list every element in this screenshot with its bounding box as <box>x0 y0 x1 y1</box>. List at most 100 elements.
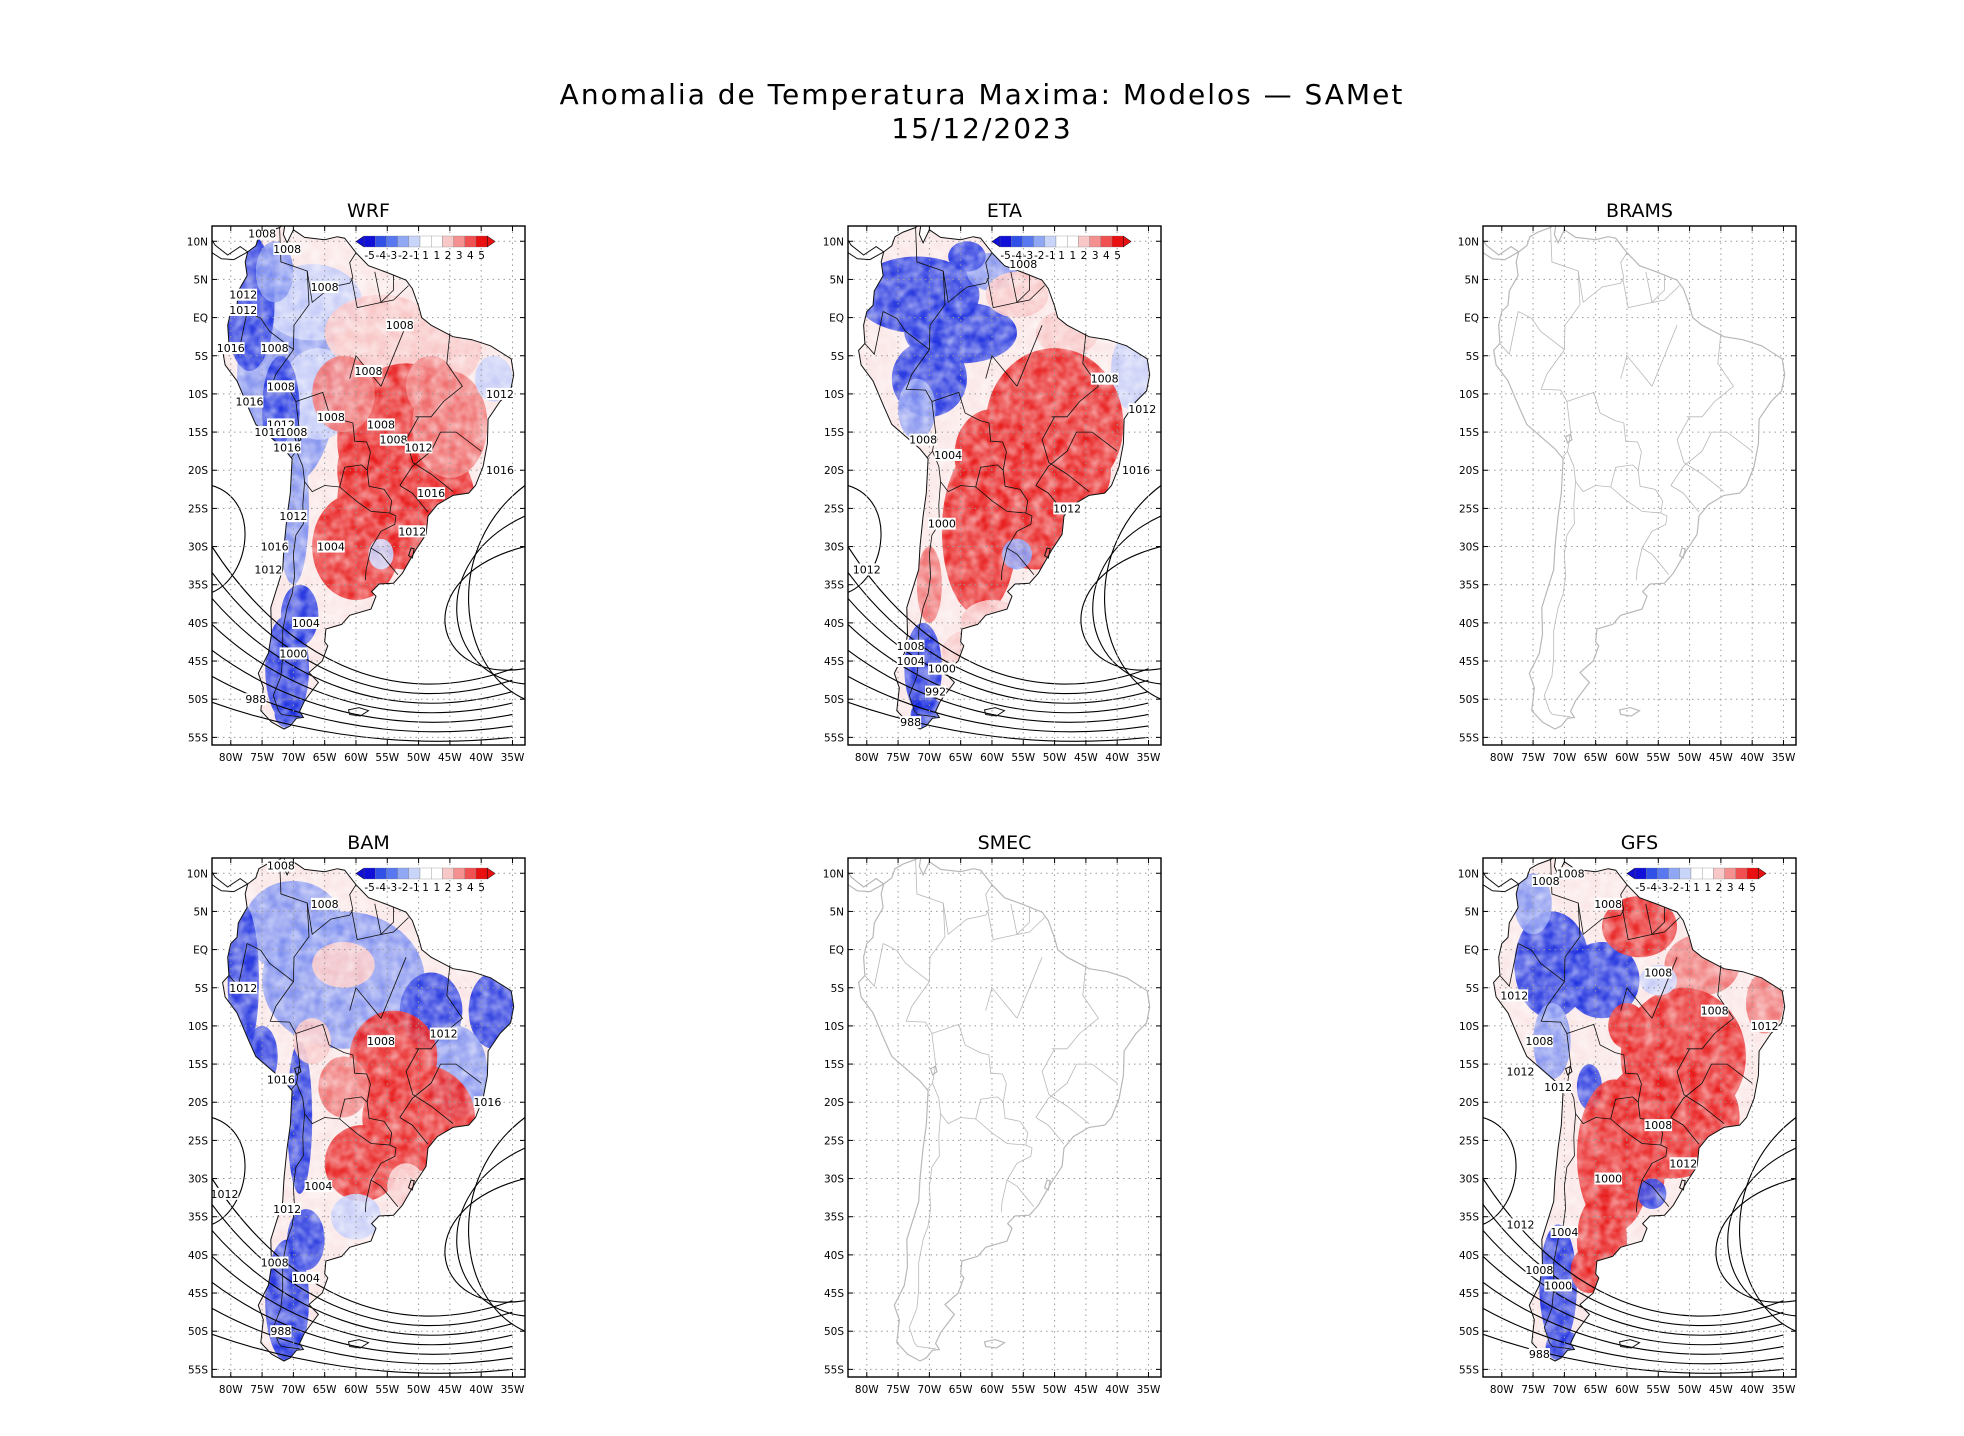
central-america-coast <box>1483 251 1519 261</box>
country-border <box>1622 909 1680 941</box>
colorbar-label: 4 <box>1103 250 1110 262</box>
isobar-label: 1008 <box>279 426 307 439</box>
country-border <box>1641 512 1670 576</box>
country-border <box>1051 964 1099 1050</box>
country-border <box>272 1113 305 1350</box>
falkland-islands <box>347 1339 370 1349</box>
colorbar-label: -5 <box>1635 882 1645 894</box>
country-border <box>1651 325 1678 387</box>
lon-tick-label: 80W <box>855 752 879 764</box>
continent-outline <box>222 226 515 730</box>
country-border <box>1610 470 1664 514</box>
isobar <box>212 1256 513 1346</box>
isobar-label: 1008 <box>317 411 345 424</box>
lon-tick-label: 35W <box>1137 1384 1161 1396</box>
lat-tick-label: 45S <box>188 1288 208 1300</box>
lon-tick-label: 70W <box>918 1384 942 1396</box>
isobar-label-bg <box>486 387 514 400</box>
isobar-label-bg <box>1556 867 1585 880</box>
lon-tick-label: 80W <box>219 1384 243 1396</box>
isobar <box>848 598 1149 704</box>
isobar-label: 1000 <box>1594 1173 1622 1186</box>
colorbar-label: -5 <box>364 882 374 894</box>
isobar-label: 1016 <box>254 426 282 439</box>
country-border <box>905 981 1007 1085</box>
colorbar-label: 4 <box>467 250 474 262</box>
isobar-label: 1008 <box>1644 1119 1672 1132</box>
lat-tick-label: 25S <box>824 503 844 515</box>
colorbar-label: 4 <box>1738 882 1745 894</box>
isobar-label: 1004 <box>1550 1226 1578 1239</box>
isobar <box>1483 1256 1784 1346</box>
lon-tick-label: 70W <box>1553 1384 1577 1396</box>
lat-tick-label: 10S <box>1459 1021 1479 1033</box>
country-border <box>1567 1083 1642 1125</box>
isobar-label: 1016 <box>267 1073 295 1086</box>
colorbar-label: -3 <box>387 882 397 894</box>
lake <box>408 547 415 559</box>
isobar-label: 1012 <box>398 525 426 538</box>
lat-tick-label: 40S <box>1459 1250 1479 1262</box>
figure-date: 15/12/2023 <box>891 112 1073 145</box>
lake <box>293 1065 302 1076</box>
lat-tick-label: 5N <box>829 906 844 918</box>
lat-tick-label: 20S <box>824 465 844 477</box>
lon-tick-label: 45W <box>1074 1384 1098 1396</box>
lat-tick-label: 40S <box>1459 618 1479 630</box>
lon-tick-label: 75W <box>1521 1384 1545 1396</box>
falkland-islands <box>983 1338 1006 1349</box>
country-border <box>1517 859 1581 983</box>
lat-tick-label: 10S <box>824 389 844 401</box>
isobar-label: 1008 <box>897 640 925 653</box>
isobar-label-bg <box>317 410 345 423</box>
isobar-label: 1012 <box>1669 1157 1697 1170</box>
colorbar-label: 3 <box>1727 882 1734 894</box>
country-border <box>1670 485 1700 513</box>
colorbar-label: 1 <box>422 882 429 894</box>
country-border <box>405 1048 454 1124</box>
isobar <box>1483 1204 1784 1327</box>
lon-tick-label: 45W <box>1074 752 1098 764</box>
colorbar-swatch <box>453 235 465 248</box>
isobar <box>212 675 513 733</box>
country-border <box>272 481 305 718</box>
isobar-label: 1008 <box>261 1257 289 1270</box>
central-america-coast <box>212 883 248 893</box>
isobar-label: 1008 <box>1594 898 1622 911</box>
country-border <box>399 431 482 486</box>
lat-tick-label: 30S <box>1459 1174 1479 1186</box>
isobar-label: 1008 <box>273 243 301 256</box>
lon-tick-label: 60W <box>344 752 368 764</box>
country-border <box>399 485 429 513</box>
lat-tick-label: 35S <box>1459 580 1479 592</box>
isobar-label-bg <box>1528 1348 1550 1361</box>
figure-title: Anomalia de Temperatura Maxima: Modelos … <box>559 78 1405 111</box>
country-border <box>926 1033 937 1091</box>
panel-bam: 1008100810121008101210161016101210041012… <box>187 832 526 1396</box>
colorbar-swatch <box>1657 867 1669 880</box>
country-border <box>985 354 1018 387</box>
panel-title: SMEC <box>978 832 1032 854</box>
lat-tick-label: 35S <box>188 580 208 592</box>
country-border <box>1686 332 1734 418</box>
colorbar-label: 1 <box>433 882 440 894</box>
lat-tick-label: 10S <box>824 1021 844 1033</box>
isobar-label-bg <box>379 433 408 446</box>
lat-tick-label: 20S <box>1459 465 1479 477</box>
colorbar-label: -4 <box>376 250 387 262</box>
lon-tick-label: 75W <box>250 752 274 764</box>
isobar <box>1092 515 1161 685</box>
colorbar-swatch <box>453 867 465 880</box>
colorbar-label: 5 <box>1749 882 1756 894</box>
lat-tick-label: 10N <box>1458 868 1479 880</box>
isobar <box>1483 1230 1784 1336</box>
country-border <box>246 227 310 351</box>
isobar-label: 1012 <box>486 388 514 401</box>
country-border <box>1645 271 1665 304</box>
falkland-islands <box>347 707 370 717</box>
lat-tick-label: 30S <box>188 1174 208 1186</box>
colorbar-swatch <box>375 235 387 248</box>
isobar-label-bg <box>398 525 427 538</box>
country-border <box>365 548 372 581</box>
isobar <box>212 1230 513 1336</box>
